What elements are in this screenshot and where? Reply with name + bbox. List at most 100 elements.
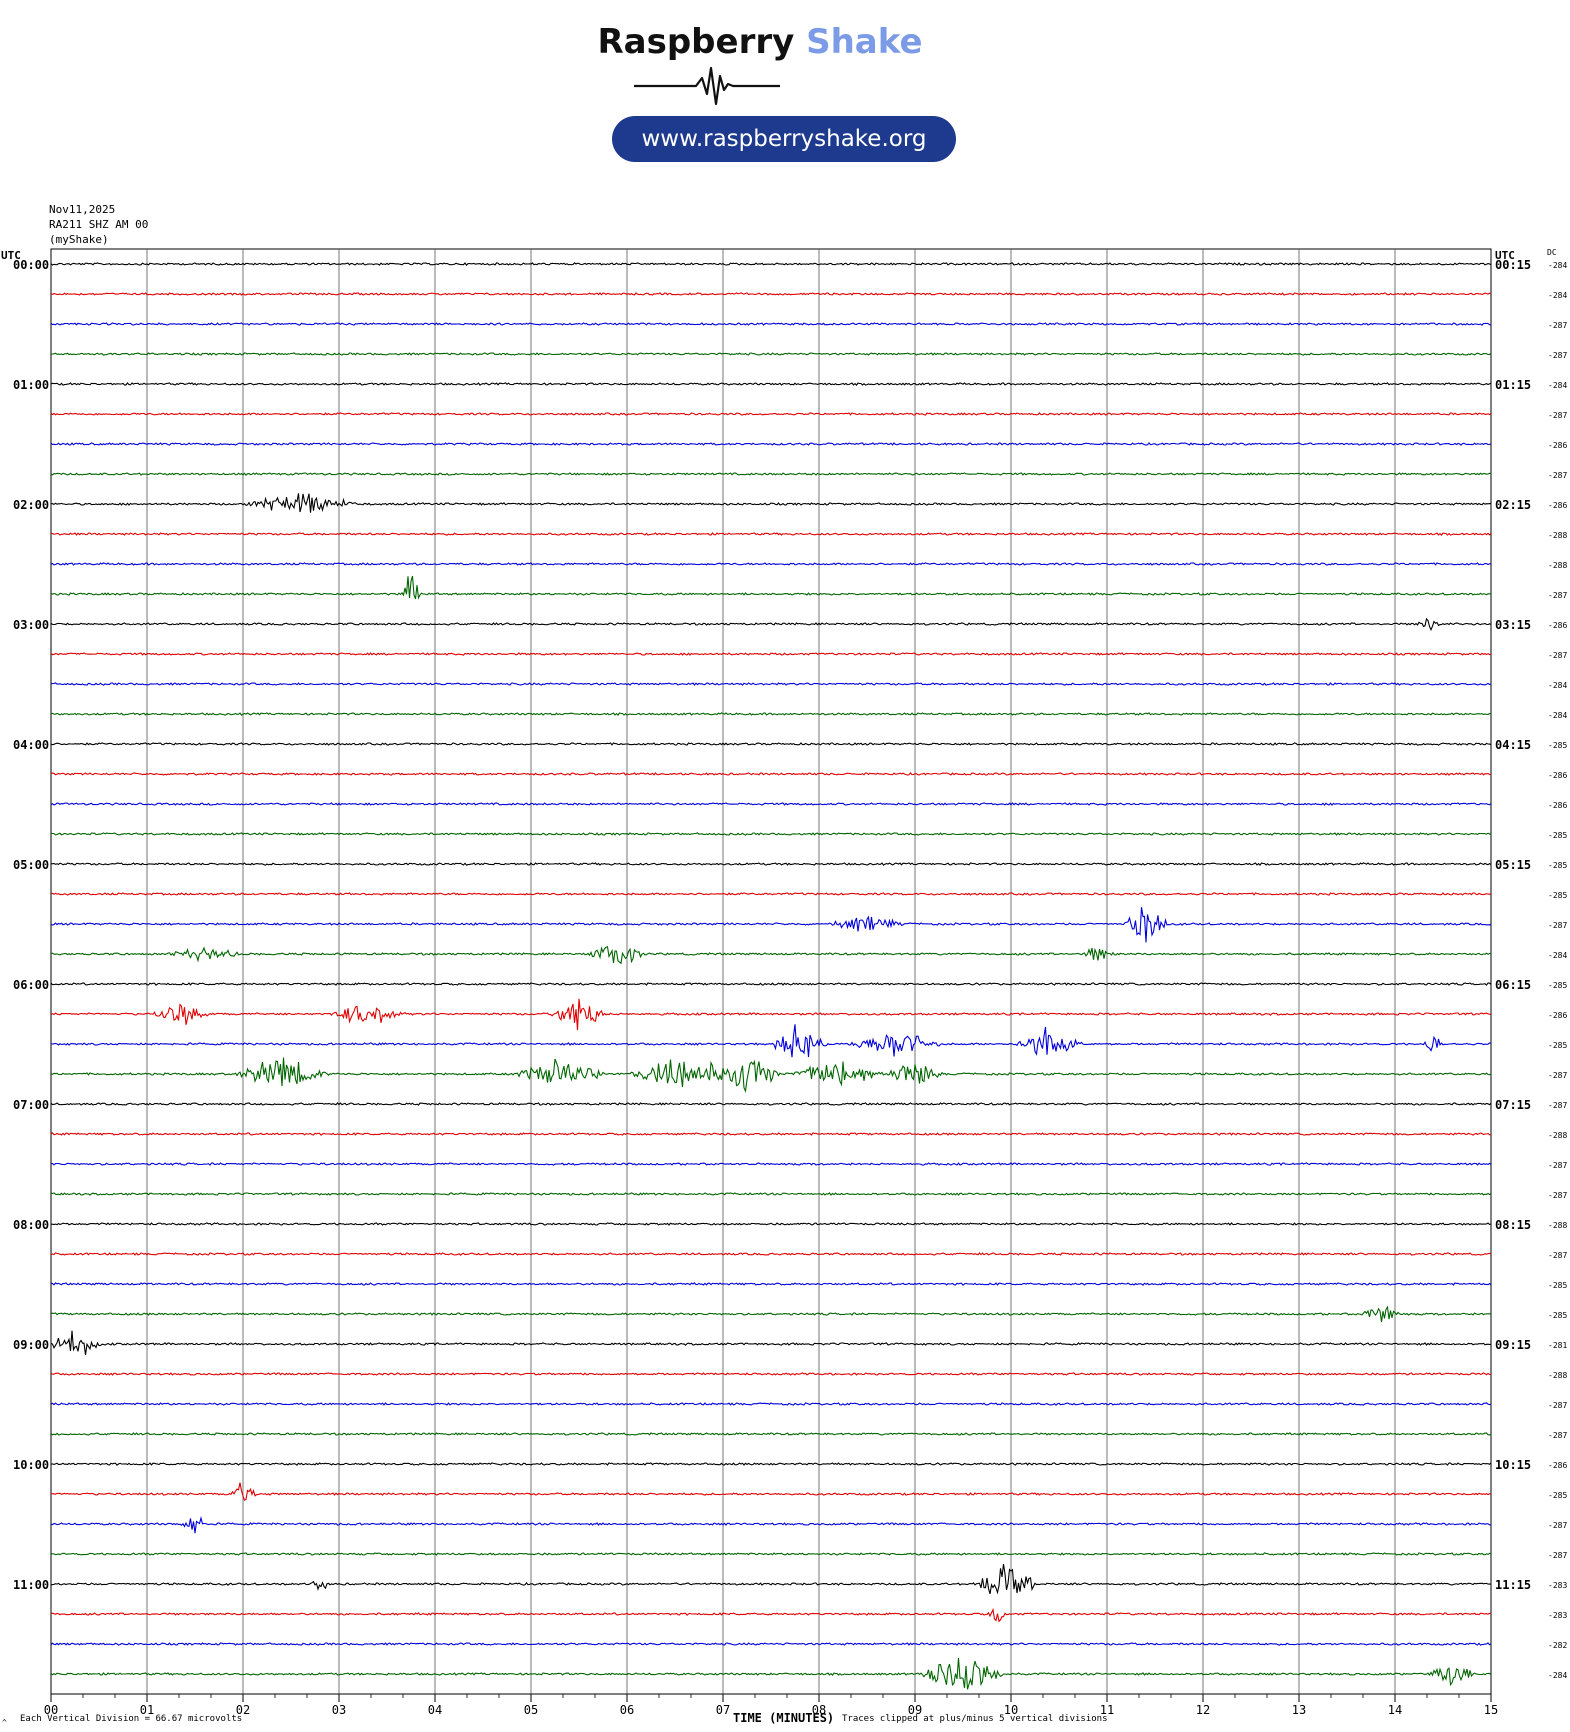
x-tick-label: 03 [332,1703,346,1717]
website-url-badge[interactable]: www.raspberryshake.org [612,116,956,162]
dc-value-label: -285 [1548,891,1567,900]
hour-label-right: 09:15 [1495,1338,1531,1352]
x-tick-label: 00 [44,1703,58,1717]
hour-label-left: 09:00 [13,1338,49,1352]
dc-value-label: -286 [1548,801,1567,810]
seismic-trace [50,907,1492,943]
hour-label-right: 11:15 [1495,1578,1531,1592]
seismic-trace [50,982,1492,986]
seismic-trace [50,322,1492,326]
clip-note: Traces clipped at plus/minus 5 vertical … [842,1714,1108,1724]
x-tick-label: 08 [812,1703,826,1717]
seismic-trace [50,1330,1492,1355]
hour-label-right: 05:15 [1495,858,1531,872]
dc-value-label: -286 [1548,1011,1567,1020]
brand-name-part1: Raspberry [597,22,795,62]
seismic-trace [50,1305,1492,1323]
hour-label-left: 06:00 [13,978,49,992]
dc-label: DC [1547,248,1557,257]
dc-value-label: -288 [1548,1221,1567,1230]
seismic-trace [50,472,1492,476]
dc-value-label: -288 [1548,1131,1567,1140]
x-tick-label: 05 [524,1703,538,1717]
hour-label-left: 03:00 [13,618,49,632]
seismic-trace [50,1515,1492,1534]
hour-label-left: 00:00 [13,258,49,272]
header-network: (myShake) [49,233,109,246]
header-date: Nov11,2025 [49,203,116,216]
dc-value-label: -281 [1548,1341,1567,1350]
seismic-trace [50,946,1492,965]
hour-label-left: 07:00 [13,1098,49,1112]
hour-label-left: 08:00 [13,1218,49,1232]
dc-value-label: -285 [1548,1311,1567,1320]
dc-value-label: -284 [1548,261,1567,270]
seismic-trace [50,1057,1492,1093]
seismic-trace [50,382,1492,386]
seismic-trace [50,1282,1492,1286]
dc-value-label: -287 [1548,1101,1567,1110]
dc-value-label: -287 [1548,411,1567,420]
seismic-trace [50,1372,1492,1376]
seismic-trace [50,1132,1492,1136]
hour-label-right: 00:15 [1495,258,1531,272]
brand-name-part2: Shake [806,22,923,62]
dc-value-label: -285 [1548,741,1567,750]
seismic-trace [50,1657,1492,1690]
dc-value-label: -285 [1548,1281,1567,1290]
dc-value-label: -287 [1548,921,1567,930]
dc-value-label: -287 [1548,321,1567,330]
dc-value-label: -286 [1548,621,1567,630]
dc-value-label: -287 [1548,1551,1567,1560]
dc-value-label: -288 [1548,531,1567,540]
right-axis-label: UTC [1495,249,1515,262]
dc-value-label: -285 [1548,1491,1567,1500]
seismic-trace [50,532,1492,536]
dc-value-label: -283 [1548,1611,1567,1620]
dc-value-label: -287 [1548,591,1567,600]
dc-value-label: -286 [1548,1461,1567,1470]
x-tick-label: 06 [620,1703,634,1717]
seismic-trace [50,1024,1492,1058]
dc-value-label: -286 [1548,771,1567,780]
hour-label-right: 10:15 [1495,1458,1531,1472]
seismic-trace [50,262,1492,266]
seismic-trace [50,575,1492,600]
x-tick-label: 11 [1100,1703,1114,1717]
header-station: RA211 SHZ AM 00 [49,218,149,231]
seismic-trace [50,1252,1492,1256]
seismic-trace [50,1482,1492,1501]
hour-label-left: 02:00 [13,498,49,512]
dc-value-label: -284 [1548,711,1567,720]
x-tick-label: 07 [716,1703,730,1717]
seismic-trace [50,892,1492,896]
dc-value-label: -287 [1548,1251,1567,1260]
x-tick-label: 02 [236,1703,250,1717]
x-tick-label: 12 [1196,1703,1210,1717]
seismic-trace [50,802,1492,806]
dc-value-label: -287 [1548,1161,1567,1170]
seismic-trace [50,442,1492,446]
dc-value-label: -287 [1548,471,1567,480]
dc-value-label: -285 [1548,1041,1567,1050]
dc-value-label: -285 [1548,861,1567,870]
dc-value-label: -285 [1548,981,1567,990]
dc-value-label: -284 [1548,381,1567,390]
dc-value-label: -287 [1548,1071,1567,1080]
hour-label-left: 01:00 [13,378,49,392]
seismic-trace [50,292,1491,296]
left-axis-label: UTC [1,249,21,262]
plot-frame [50,248,1492,1695]
dc-value-label: -284 [1548,1671,1567,1680]
x-tick-label: 01 [140,1703,154,1717]
seismic-trace [50,1607,1492,1623]
seismogram-logo-icon [634,66,780,106]
hour-label-left: 11:00 [13,1578,49,1592]
hour-label-right: 01:15 [1495,378,1531,392]
x-tick-label: 10 [1004,1703,1018,1717]
x-tick-label: 09 [908,1703,922,1717]
seismic-trace [50,712,1492,716]
seismic-trace [51,1222,1492,1226]
dc-value-label: -285 [1548,831,1567,840]
